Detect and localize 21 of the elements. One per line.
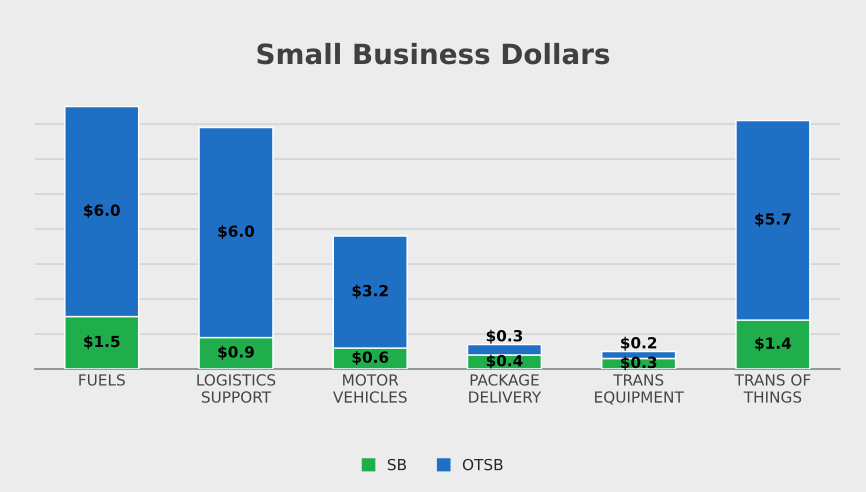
data-label: $6.0 [84,204,120,218]
data-label: $0.4 [486,354,523,368]
x-tick-label: PACKAGE DELIVERY [469,374,542,403]
data-label: $0.2 [621,336,656,351]
x-tick-label: LOGISTICS SUPPORT [197,374,276,403]
chart-title: Small Business Dollars [258,42,610,64]
data-label: $0.6 [352,351,388,365]
x-tick-label: TRANS OF THINGS [734,374,810,403]
data-label: $3.2 [352,284,388,298]
data-label: $0.3 [621,356,656,370]
x-tick-label: FUELS [79,374,125,386]
x-tick-label: TRANS EQUIPMENT [595,374,684,405]
data-label: $0.3 [486,330,522,344]
data-label: $0.9 [218,346,254,360]
x-tick-label: MOTOR VEHICLES [333,374,407,403]
data-label: $1.5 [84,335,120,350]
data-label: $1.4 [755,337,792,351]
data-label: $5.7 [755,212,791,227]
legend-label: SB [388,458,406,470]
data-label: $6.0 [218,225,254,240]
legend-label: OTSB [462,458,502,470]
